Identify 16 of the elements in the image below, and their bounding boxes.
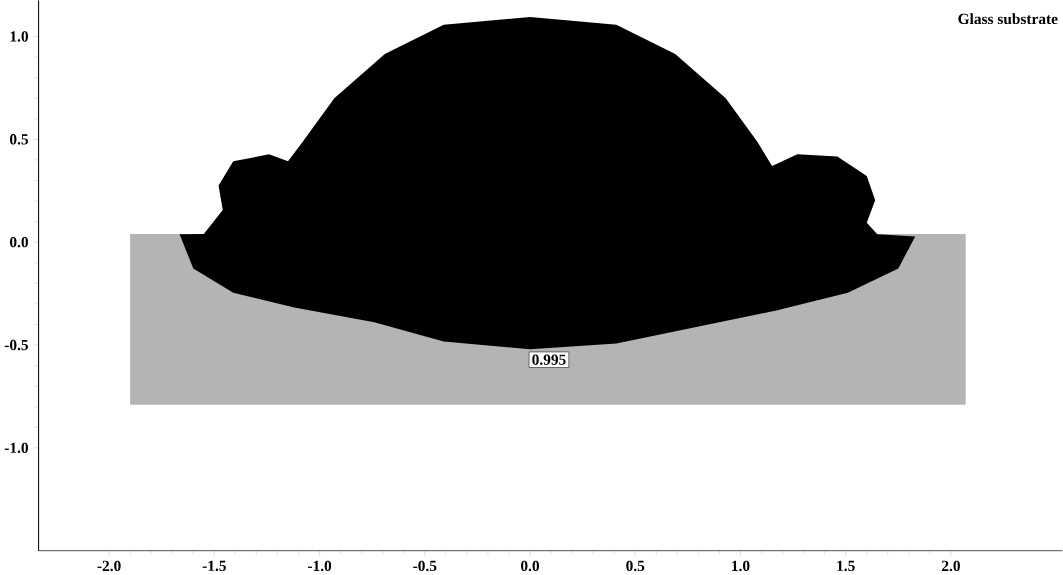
y-tick-label: 0.0 xyxy=(9,236,29,248)
x-tick-label: -0.5 xyxy=(413,560,437,571)
x-tick-label: 1.0 xyxy=(732,560,750,571)
x-tick-label: -1.0 xyxy=(307,560,332,571)
y-tick-label: -1.0 xyxy=(4,442,29,453)
x-tick-label: 2.0 xyxy=(941,560,960,571)
y-tick-label: 1.0 xyxy=(10,31,29,42)
annotation: Glass substrate xyxy=(958,13,1058,24)
x-tick-label: -2.0 xyxy=(97,560,121,571)
x-tick-label: 1.5 xyxy=(837,560,855,571)
x-tick-label: 0.0 xyxy=(521,560,540,571)
annotation: 0.995 xyxy=(532,354,566,365)
y-tick-label: -0.5 xyxy=(4,339,29,351)
x-tick-label: 0.5 xyxy=(626,560,645,571)
y-tick-label: 0.5 xyxy=(9,133,29,145)
x-tick-label: -1.5 xyxy=(202,560,226,571)
